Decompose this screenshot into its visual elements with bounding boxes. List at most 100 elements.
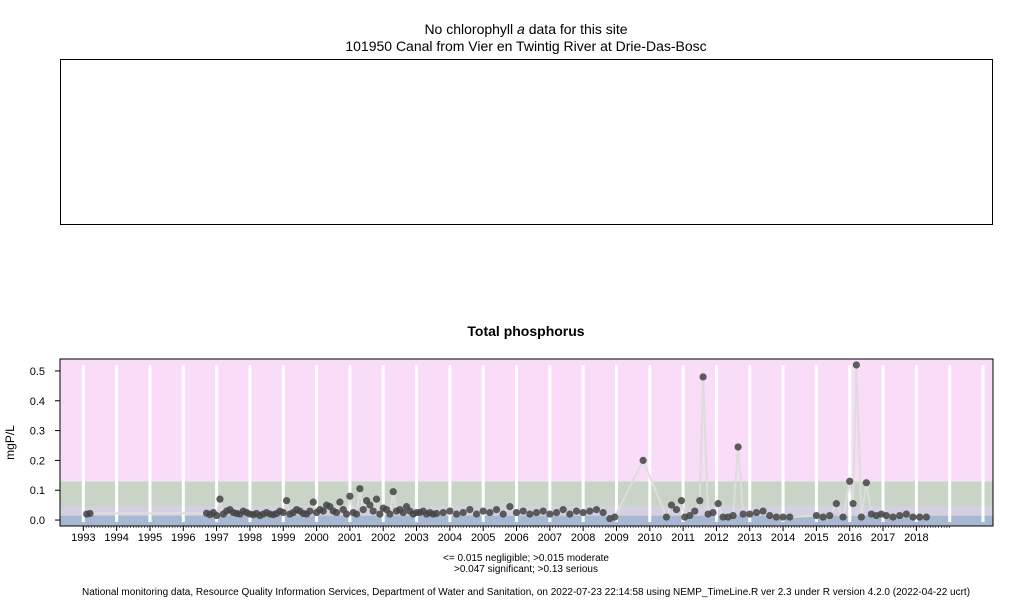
data-point — [572, 507, 581, 515]
data-point — [611, 513, 619, 521]
data-point — [889, 513, 897, 521]
x-tick-label: 2005 — [471, 532, 495, 544]
data-point — [432, 509, 441, 518]
data-point — [639, 456, 647, 464]
data-point — [729, 511, 737, 520]
data-point — [352, 510, 361, 518]
data-point — [539, 507, 547, 515]
data-point — [857, 513, 865, 521]
chlorophyll-title: No chlorophyll a data for this site — [0, 21, 1024, 37]
data-point — [691, 507, 699, 515]
data-point — [466, 505, 474, 514]
data-point — [566, 510, 574, 518]
x-tick-label: 2013 — [738, 532, 762, 544]
data-point — [282, 497, 291, 505]
data-point — [86, 509, 94, 518]
data-point — [216, 495, 224, 503]
data-point — [546, 510, 554, 518]
x-tick-label: 1997 — [204, 532, 228, 544]
data-point — [359, 505, 367, 514]
x-tick-label: 2009 — [604, 532, 628, 544]
data-point — [499, 510, 507, 518]
x-tick-label: 2017 — [871, 532, 895, 544]
chart-title: Total phosphorus — [467, 323, 585, 339]
data-point — [586, 507, 594, 515]
x-tick-label: 2016 — [837, 532, 861, 544]
x-tick-label: 2018 — [904, 532, 928, 544]
data-point — [819, 513, 827, 521]
data-point — [486, 508, 494, 517]
x-tick-label: 1998 — [238, 532, 262, 544]
data-point — [459, 508, 467, 517]
legend-line-2: >0.047 significant; >0.13 serious — [454, 564, 598, 575]
data-point — [452, 510, 461, 518]
data-point — [526, 510, 534, 518]
x-tick-label: 2012 — [704, 532, 728, 544]
x-tick-label: 2015 — [804, 532, 828, 544]
y-tick-label: 0.3 — [30, 426, 45, 438]
chlorophyll-title-prefix: No chlorophyll — [424, 21, 514, 37]
data-point — [376, 510, 384, 518]
band-negligible — [60, 515, 993, 526]
data-point — [672, 505, 681, 514]
data-point — [532, 508, 541, 517]
x-tick-label: 2014 — [771, 532, 795, 544]
x-tick-label: 1994 — [104, 532, 128, 544]
data-point — [709, 508, 717, 517]
data-point — [512, 508, 521, 517]
data-point — [342, 510, 351, 518]
x-tick-label: 1999 — [271, 532, 295, 544]
x-tick-label: 2006 — [504, 532, 528, 544]
data-point — [746, 510, 754, 518]
y-tick-label: 0.5 — [30, 366, 45, 378]
data-point — [213, 511, 221, 520]
data-point — [399, 508, 407, 517]
data-point — [506, 503, 514, 511]
data-point — [479, 507, 487, 515]
data-point — [599, 508, 607, 517]
data-point — [849, 500, 857, 508]
data-point — [579, 508, 587, 517]
x-tick-label: 2004 — [438, 532, 462, 544]
data-point — [309, 498, 317, 506]
data-point — [677, 497, 686, 505]
data-point — [832, 500, 840, 508]
data-point — [852, 361, 860, 369]
data-point — [766, 511, 774, 520]
plot-frame — [59, 358, 994, 527]
data-point — [592, 505, 601, 514]
data-point — [714, 500, 722, 508]
x-tick-label: 2011 — [671, 532, 695, 544]
x-tick-label: 2002 — [371, 532, 395, 544]
y-tick-label: 0.0 — [30, 515, 45, 527]
data-point — [306, 507, 314, 515]
data-point — [667, 501, 676, 509]
data-point — [336, 498, 344, 506]
data-point — [332, 508, 341, 517]
data-point — [882, 511, 890, 520]
y-tick-label: 0.1 — [30, 485, 45, 497]
data-point — [356, 485, 364, 493]
data-point — [369, 507, 377, 515]
y-axis-title: mgP/L — [3, 425, 17, 460]
x-tick-label: 1995 — [138, 532, 162, 544]
site-title: 101950 Canal from Vier en Twintig River … — [345, 38, 707, 54]
data-point — [922, 513, 930, 521]
data-point — [734, 443, 742, 451]
data-point — [559, 505, 567, 514]
data-point — [909, 513, 917, 521]
chlorophyll-empty-panel — [60, 59, 993, 225]
data-point — [439, 508, 447, 517]
data-point — [839, 513, 847, 521]
y-tick-label: 0.2 — [30, 455, 45, 467]
x-tick-label: 2008 — [571, 532, 595, 544]
data-point — [552, 508, 561, 517]
chlorophyll-title-italic: a — [517, 21, 525, 37]
data-point — [902, 510, 910, 518]
data-point — [826, 511, 834, 520]
data-point — [846, 477, 854, 485]
data-point — [896, 511, 904, 520]
data-point — [372, 495, 381, 503]
data-point — [812, 511, 820, 520]
